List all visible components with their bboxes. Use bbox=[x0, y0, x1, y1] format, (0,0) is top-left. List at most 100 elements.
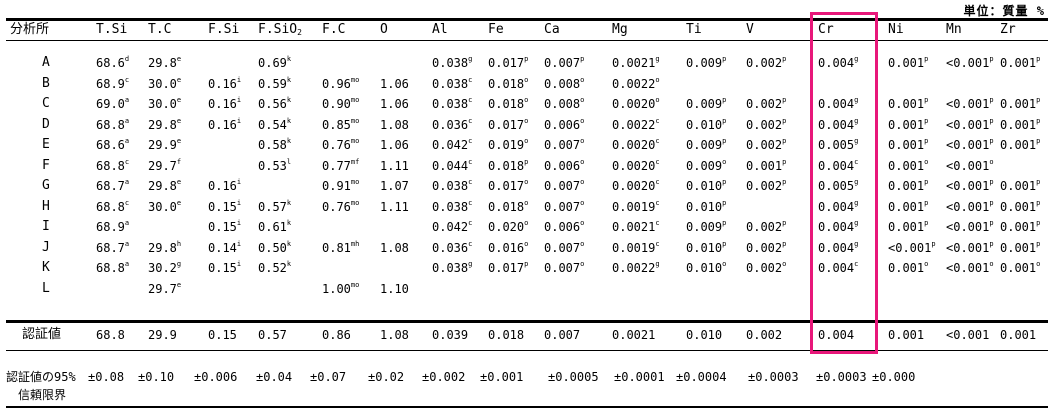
cell-value: 0.001 bbox=[1000, 220, 1037, 234]
cell-footnote-mark: l bbox=[286, 157, 292, 166]
cell-value: 0.019 bbox=[488, 138, 525, 152]
certified-label: 認証値 bbox=[22, 327, 62, 342]
cell-footnote-mark: a bbox=[124, 239, 130, 248]
row-label: L bbox=[42, 280, 50, 296]
confidence-value: ±0.07 bbox=[310, 370, 347, 384]
cell-footnote-mark: a bbox=[124, 178, 130, 186]
table-cell: 0.001p bbox=[888, 219, 928, 235]
column-header-ti: Ti bbox=[686, 22, 702, 37]
table-cell: 0.001p bbox=[1000, 137, 1040, 153]
table-cell: 0.90mo bbox=[322, 96, 359, 112]
table-cell: 0.010p bbox=[686, 240, 726, 256]
cell-footnote-mark: mh bbox=[350, 239, 360, 248]
cell-value: 0.15 bbox=[208, 220, 237, 234]
table-cell: 0.0022o bbox=[612, 76, 660, 92]
table-cell: 69.0a bbox=[96, 96, 129, 112]
column-header-tc: T.C bbox=[148, 22, 172, 37]
table-cell: 0.017o bbox=[488, 117, 528, 133]
cell-footnote-mark: p bbox=[722, 198, 727, 207]
cell-footnote-mark: k bbox=[286, 260, 292, 268]
cell-footnote-mark: o bbox=[722, 260, 727, 268]
table-cell: 0.018o bbox=[488, 76, 528, 92]
cell-value: 0.018 bbox=[488, 76, 525, 91]
table-cell: 0.006o bbox=[544, 219, 584, 235]
table-cell: 0.001p bbox=[888, 96, 928, 112]
cell-footnote-mark: o bbox=[524, 116, 529, 125]
table-cell: 0.001p bbox=[1000, 240, 1040, 256]
cell-value: 0.002 bbox=[746, 138, 783, 152]
cell-footnote-mark: p bbox=[524, 157, 529, 166]
cell-footnote-mark: i bbox=[236, 219, 242, 227]
table-cell: 29.8e bbox=[148, 117, 181, 133]
cell-footnote-mark: p bbox=[924, 96, 929, 104]
cell-footnote-mark: o bbox=[580, 116, 585, 125]
table-cell: 0.004g bbox=[818, 219, 858, 235]
table-cell: 1.10 bbox=[380, 281, 409, 297]
cell-value: 0.001 bbox=[888, 56, 925, 70]
cell-footnote-mark: c bbox=[468, 75, 473, 84]
cell-footnote-mark: p bbox=[1036, 178, 1041, 186]
cell-footnote-mark: mo bbox=[350, 96, 360, 104]
cell-value: <0.001 bbox=[888, 240, 932, 255]
cell-value: 0.017 bbox=[488, 261, 525, 275]
table-cell: 0.001p bbox=[888, 178, 928, 194]
cell-value: 29.8 bbox=[148, 56, 177, 70]
cell-footnote-mark: p bbox=[924, 219, 929, 227]
cell-footnote-mark: o bbox=[580, 260, 585, 268]
cell-value: 0.0022 bbox=[612, 117, 656, 132]
cell-value: 29.7 bbox=[148, 281, 177, 296]
cell-value: 0.0022 bbox=[612, 261, 656, 275]
table-cell: 0.036c bbox=[432, 240, 472, 256]
column-header-fsi: F.Si bbox=[208, 22, 240, 37]
cell-value: 0.001 bbox=[746, 158, 783, 173]
table-cell: <0.001p bbox=[946, 117, 994, 133]
cell-value: 30.0 bbox=[148, 199, 177, 214]
cell-value: 0.036 bbox=[432, 240, 469, 255]
cell-footnote-mark: p bbox=[782, 219, 787, 227]
table-cell: 0.14i bbox=[208, 240, 241, 256]
table-cell: 0.002o bbox=[746, 260, 786, 276]
cell-value: 30.0 bbox=[148, 97, 177, 111]
table-cell: 0.009p bbox=[686, 219, 726, 235]
table-cell: 0.018o bbox=[488, 199, 528, 215]
cell-value: 0.009 bbox=[686, 220, 723, 234]
table-cell: 0.001p bbox=[1000, 96, 1040, 112]
table-cell: 0.001o bbox=[888, 158, 928, 174]
cell-footnote-mark: mo bbox=[350, 198, 360, 207]
column-header-cr: Cr bbox=[818, 22, 834, 37]
table-cell: 1.11 bbox=[380, 158, 409, 174]
cell-value: 29.8 bbox=[148, 179, 177, 193]
cell-footnote-mark: k bbox=[286, 219, 292, 227]
confidence-value: ±0.0001 bbox=[614, 370, 665, 384]
table-cell: 0.002p bbox=[746, 219, 786, 235]
cell-footnote-mark: p bbox=[1036, 198, 1041, 207]
table-cell: 68.9c bbox=[96, 76, 129, 92]
cell-footnote-mark: p bbox=[989, 219, 994, 227]
table-cell: <0.001p bbox=[946, 96, 994, 112]
certified-value: 0.002 bbox=[746, 328, 783, 342]
cell-value: 1.06 bbox=[380, 76, 409, 91]
cell-footnote-mark: d bbox=[124, 55, 130, 63]
certified-value: 1.08 bbox=[380, 328, 409, 342]
cell-footnote-mark: o bbox=[580, 178, 585, 186]
column-header-ni: Ni bbox=[888, 22, 904, 37]
cell-footnote-mark: p bbox=[989, 55, 994, 63]
cell-value: 0.001 bbox=[1000, 138, 1037, 152]
cell-footnote-mark: k bbox=[286, 116, 292, 125]
cell-footnote-mark: p bbox=[580, 55, 585, 63]
table-cell: 0.017o bbox=[488, 178, 528, 194]
confidence-value: ±0.0003 bbox=[748, 370, 799, 384]
cell-footnote-mark: p bbox=[722, 239, 727, 248]
cell-footnote-mark: o bbox=[524, 178, 529, 186]
cell-value: 0.004 bbox=[818, 117, 855, 132]
cell-footnote-mark: p bbox=[989, 178, 994, 186]
table-cell: 68.8a bbox=[96, 117, 129, 133]
table-cell: 0.001o bbox=[888, 260, 928, 276]
cell-footnote-mark: mo bbox=[350, 178, 360, 186]
cell-value: 0.007 bbox=[544, 179, 581, 193]
table-cell: 0.004g bbox=[818, 55, 858, 71]
cell-footnote-mark: g bbox=[176, 260, 182, 268]
table-cell: 1.00mo bbox=[322, 281, 359, 297]
table-cell: 0.16i bbox=[208, 96, 241, 112]
